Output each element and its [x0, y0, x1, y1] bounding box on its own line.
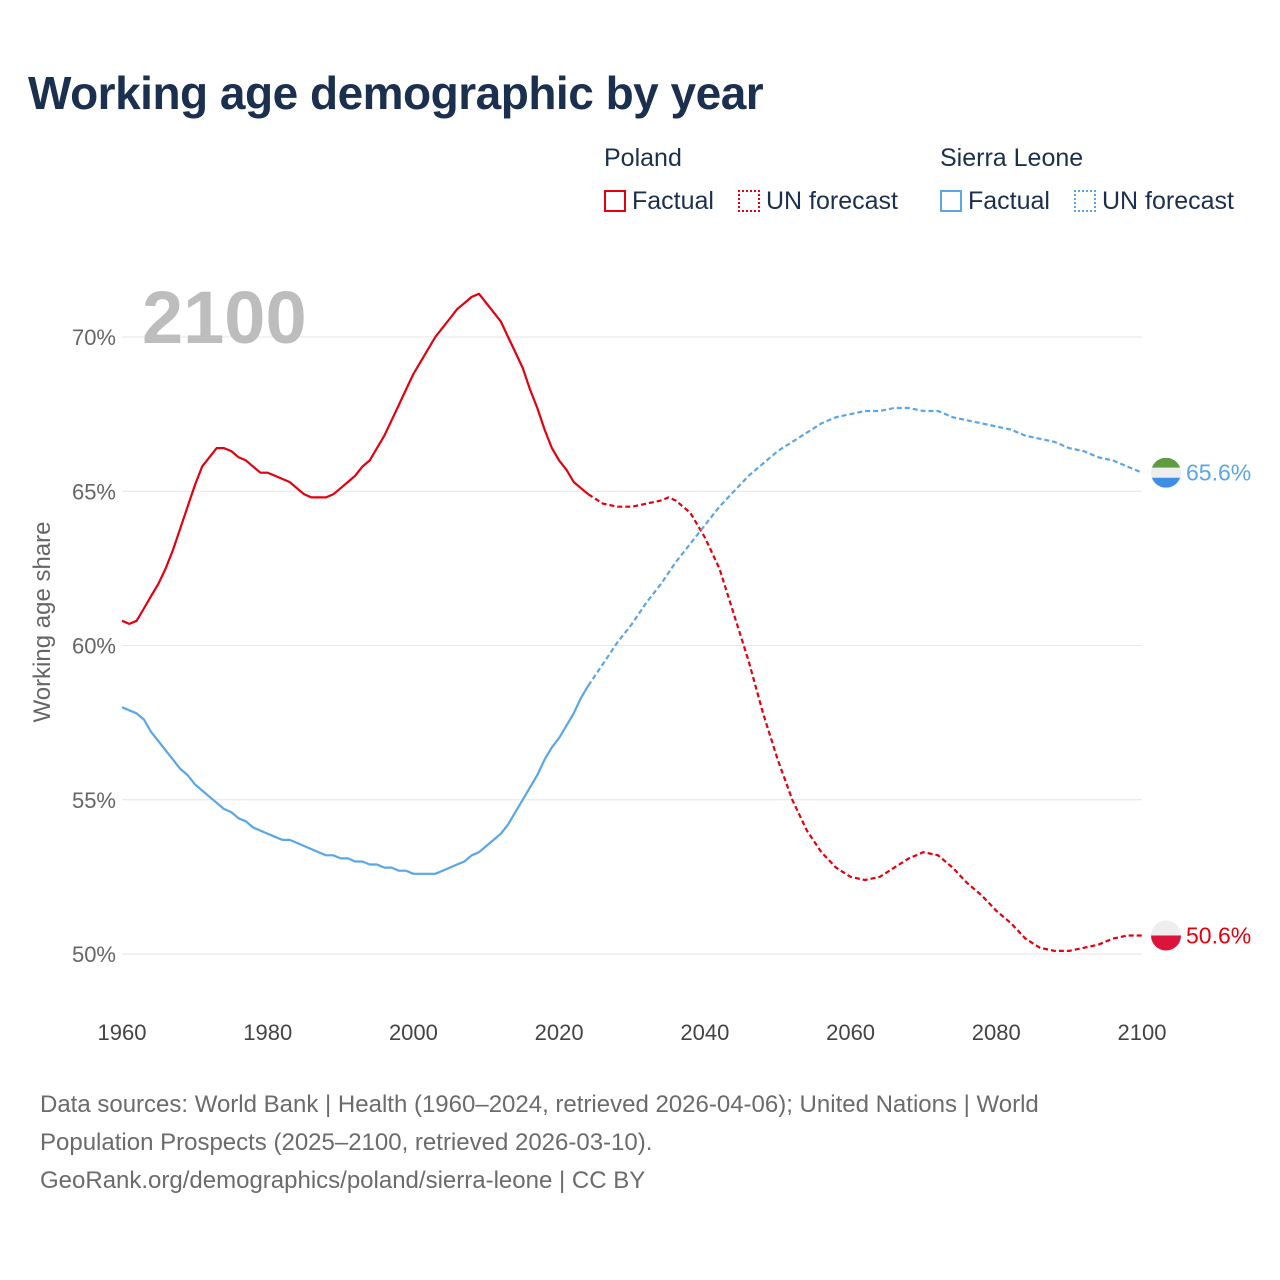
line-chart: 50% 55% 60% 65% 70% 1960 1980 2000 2020 2040 2060 2…: [29, 276, 1251, 1045]
legend-label: Factual: [632, 186, 714, 215]
y-tick-label: 60%: [72, 634, 116, 659]
legend-sierra-leone-forecast[interactable]: UN forecast: [1074, 186, 1234, 216]
sources-line-1: Data sources: World Bank | Health (1960–…: [40, 1091, 1039, 1118]
y-tick-label: 50%: [72, 942, 116, 967]
legend-label: UN forecast: [1102, 186, 1234, 215]
poland-end-value: 50.6%: [1186, 922, 1251, 948]
legend-poland-heading: Poland: [604, 144, 682, 172]
legend-poland-forecast[interactable]: UN forecast: [738, 186, 898, 216]
legend-swatch-dotted: [738, 190, 760, 212]
sierra-leone-end-value: 65.6%: [1186, 460, 1251, 486]
y-tick-label: 55%: [72, 788, 116, 813]
sierra-leone-forecast-line[interactable]: [587, 406, 1143, 687]
sources-line-2: Population Prospects (2025–2100, retriev…: [40, 1129, 653, 1156]
sources-line-3[interactable]: GeoRank.org/demographics/poland/sierra-l…: [40, 1167, 646, 1194]
x-tick-label: 2020: [535, 1020, 584, 1045]
legend-swatch-dotted: [1074, 190, 1096, 212]
x-tick-label: 2000: [389, 1020, 438, 1045]
legend-swatch-solid: [604, 190, 626, 212]
x-tick-label: 2080: [972, 1020, 1021, 1045]
chart-title: Working age demographic by year: [28, 67, 764, 119]
poland-flag-icon: [1151, 920, 1181, 951]
x-tick-label: 2040: [680, 1020, 729, 1045]
poland-forecast-line[interactable]: [587, 493, 1142, 953]
legend-poland-factual[interactable]: Factual: [604, 186, 714, 216]
data-sources: Data sources: World Bank | Health (1960–…: [40, 1086, 1240, 1200]
legend-label: UN forecast: [766, 186, 898, 215]
x-tick-label: 1980: [243, 1020, 292, 1045]
legend-swatch-solid: [940, 190, 962, 212]
x-tick-label: 2100: [1118, 1020, 1167, 1045]
sierra-leone-flag-icon: [1151, 457, 1181, 488]
x-tick-label: 1960: [98, 1020, 147, 1045]
legend-sierra-leone-factual[interactable]: Factual: [940, 186, 1050, 216]
x-tick-label: 2060: [826, 1020, 875, 1045]
y-tick-label: 65%: [72, 479, 116, 504]
legend-label: Factual: [968, 186, 1050, 215]
y-tick-label: 70%: [72, 325, 116, 350]
legend-sierra-leone-heading: Sierra Leone: [940, 144, 1084, 172]
year-display: 2100: [142, 276, 307, 359]
y-axis-label: Working age share: [29, 522, 56, 723]
sierra-leone-factual-line[interactable]: [121, 685, 590, 875]
poland-factual-line[interactable]: [121, 292, 590, 626]
